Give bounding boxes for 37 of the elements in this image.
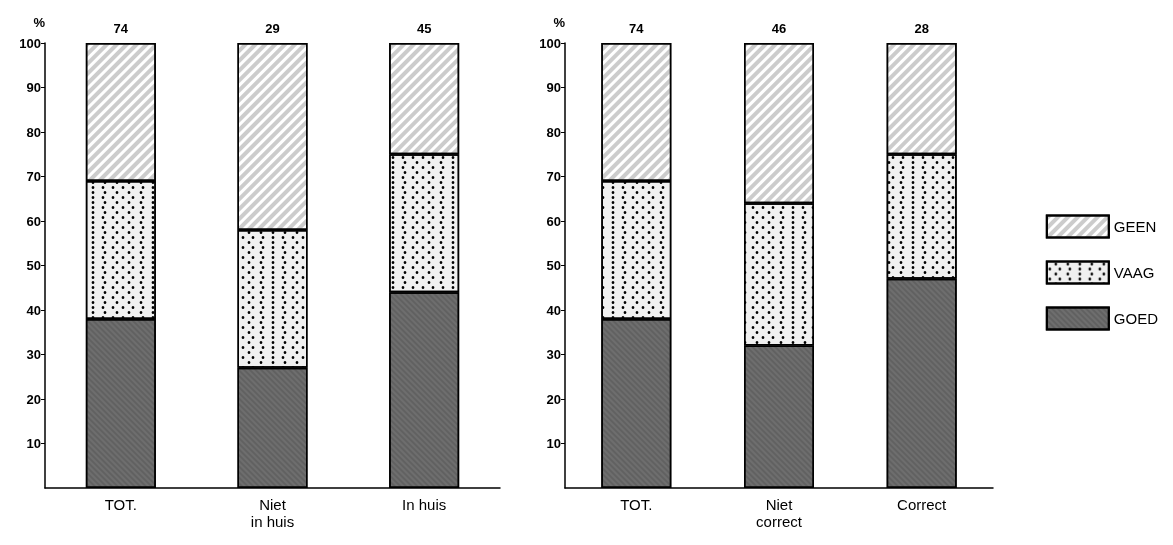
x-tick-label: TOT. xyxy=(104,496,137,513)
y-tick-label: 30 xyxy=(546,347,561,362)
annotation: 45 xyxy=(416,21,432,36)
annotation: 74 xyxy=(113,21,129,36)
annotation: 29 xyxy=(265,21,280,36)
y-tick-label: 50 xyxy=(26,258,41,273)
annotation: 28 xyxy=(914,21,929,36)
y-tick-label: 20 xyxy=(26,391,41,407)
legend-label: VAAG xyxy=(1113,264,1155,281)
annotation: 74 xyxy=(629,21,645,36)
y-tick-label: 60 xyxy=(26,213,41,229)
y-tick-label: 100 xyxy=(539,35,561,51)
x-tick-label: In huis xyxy=(402,496,447,513)
x-tick-label: Niet correct xyxy=(756,496,803,530)
legend-label: GOED xyxy=(1113,310,1159,327)
y-tick-label: 80 xyxy=(546,124,561,140)
x-tick-label: Correct xyxy=(897,496,948,513)
legend-label: GEEN xyxy=(1113,218,1157,235)
y-tick-label: 40 xyxy=(26,302,41,318)
y-tick-label: 90 xyxy=(26,80,41,95)
y-tick-label: 100 xyxy=(19,35,41,51)
y-tick-label: 50 xyxy=(546,258,561,273)
annotation: 46 xyxy=(771,21,787,36)
y-tick-label: 90 xyxy=(546,80,561,95)
y-axis-title: % xyxy=(33,15,46,30)
y-tick-label: 80 xyxy=(26,124,41,140)
x-tick-label: Niet in huis xyxy=(250,496,295,530)
y-tick-label: 70 xyxy=(26,169,41,184)
y-tick-label: 60 xyxy=(546,213,561,229)
y-tick-label: 70 xyxy=(546,169,561,184)
y-axis-title: % xyxy=(553,15,566,30)
y-tick-label: 10 xyxy=(546,436,561,451)
y-tick-label: 30 xyxy=(26,347,41,362)
y-tick-label: 40 xyxy=(546,302,561,318)
y-tick-label: 20 xyxy=(546,391,561,407)
y-tick-label: 10 xyxy=(26,436,41,451)
x-tick-label: TOT. xyxy=(620,496,653,513)
